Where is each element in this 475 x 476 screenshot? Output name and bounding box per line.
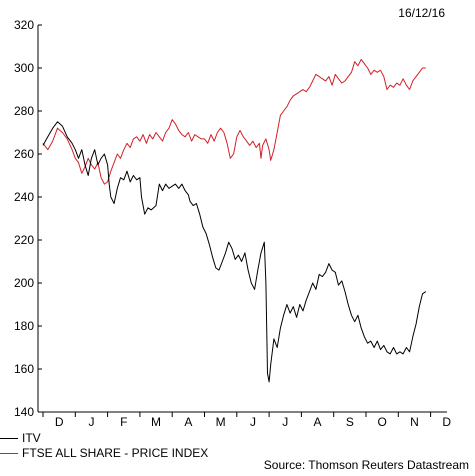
x-tick-label: F — [120, 415, 127, 429]
y-tick-label: 220 — [14, 233, 34, 247]
x-tick-label: J — [282, 415, 288, 429]
y-tick-label: 240 — [14, 190, 34, 204]
legend-swatch-itv — [0, 438, 18, 439]
y-tick-label: 160 — [14, 362, 34, 376]
legend-swatch-ftse — [0, 453, 18, 454]
x-tick-label: J — [88, 415, 94, 429]
y-tick-label: 300 — [14, 61, 34, 75]
y-tick-label: 180 — [14, 319, 34, 333]
x-tick-label: D — [442, 415, 451, 429]
x-tick-label: D — [55, 415, 64, 429]
legend-label-itv: ITV — [22, 431, 41, 445]
y-tick-label: 260 — [14, 147, 34, 161]
x-tick-label: A — [184, 415, 192, 429]
y-tick-label: 320 — [14, 18, 34, 32]
y-tick-label: 200 — [14, 276, 34, 290]
x-tick-label: M — [216, 415, 226, 429]
x-tick-label: J — [250, 415, 256, 429]
x-tick-label: O — [377, 415, 386, 429]
x-tick-label: A — [314, 415, 322, 429]
y-axis: 140 160 180 200 220 240 260 280 300 320 — [14, 18, 42, 419]
series-line-itv — [42, 121, 427, 383]
source-label: Source: Thomson Reuters Datastream — [263, 458, 469, 472]
y-tick-label: 280 — [14, 104, 34, 118]
series-layer — [42, 58, 427, 383]
legend-label-ftse: FTSE ALL SHARE - PRICE INDEX — [22, 446, 209, 460]
y-tick-label: 140 — [14, 405, 34, 419]
x-tick-label: M — [151, 415, 161, 429]
x-tick-label: S — [346, 415, 354, 429]
series-line-ftse — [42, 58, 426, 185]
x-tick-label: N — [410, 415, 419, 429]
date-label: 16/12/16 — [398, 6, 445, 20]
